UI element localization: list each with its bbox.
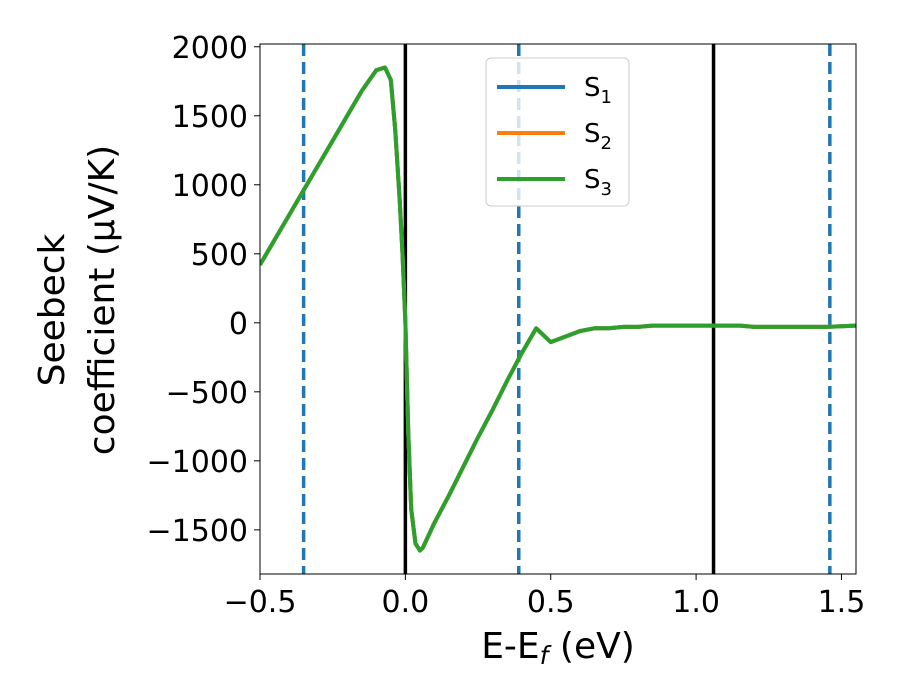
- plot-frame: [259, 43, 857, 575]
- legend-label-s3: S3: [584, 165, 612, 200]
- legend-label-s1: S1: [584, 73, 612, 108]
- y-tick-label: −1000: [147, 445, 248, 480]
- x-tick-label: −0.5: [224, 585, 297, 620]
- series-lines: [260, 65, 856, 553]
- series-line-s3: [260, 65, 856, 553]
- y-tick-label: 1500: [172, 100, 248, 135]
- x-axis-title-main: E-E: [481, 626, 539, 667]
- y-tick-label: 1000: [172, 169, 248, 204]
- x-tick-label: 0.5: [527, 585, 575, 620]
- y-tick-label: 2000: [172, 31, 248, 66]
- y-axis-title: Seebeck coefficient (μV/K): [32, 145, 123, 455]
- x-axis-title: E-Ef (eV): [481, 626, 635, 670]
- x-tick-label: 0.0: [382, 585, 430, 620]
- y-tick-label: 0: [229, 307, 248, 342]
- y-axis: −1500 −1000 −500 0 500 1000 1500 2000: [147, 31, 260, 549]
- y-tick-label: −500: [166, 376, 248, 411]
- y-tick-label: 500: [191, 238, 248, 273]
- legend-label-s2: S2: [584, 119, 612, 154]
- y-axis-title-line2: coefficient (μV/K): [82, 145, 123, 455]
- x-tick-label: 1.5: [818, 585, 866, 620]
- y-tick-label: −1500: [147, 514, 248, 549]
- legend: S1 S2 S3: [485, 57, 630, 207]
- x-tick-label: 1.0: [672, 585, 720, 620]
- x-axis: −0.5 0.0 0.5 1.0 1.5: [224, 574, 866, 620]
- y-axis-title-line1: Seebeck: [32, 233, 73, 386]
- x-axis-title-unit: (eV): [548, 626, 634, 667]
